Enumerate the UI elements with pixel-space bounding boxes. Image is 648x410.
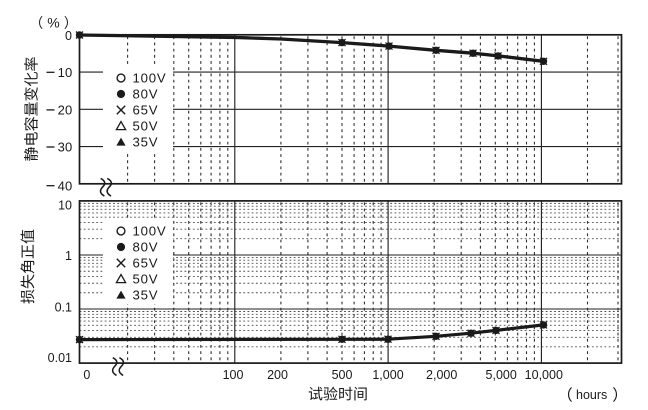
svg-text:100V: 100V [133, 224, 167, 239]
svg-text:5,000: 5,000 [486, 368, 517, 382]
svg-text:10,000: 10,000 [525, 368, 563, 382]
svg-text:20: 20 [58, 103, 73, 118]
svg-text:30: 30 [58, 140, 73, 155]
svg-text:500: 500 [332, 368, 353, 382]
svg-text:100V: 100V [133, 71, 167, 86]
svg-text:65V: 65V [133, 103, 159, 118]
svg-text:1,000: 1,000 [372, 368, 403, 382]
svg-text:10: 10 [58, 65, 73, 80]
svg-text:100: 100 [223, 368, 244, 382]
svg-text:50V: 50V [133, 119, 159, 134]
svg-text:0: 0 [83, 368, 90, 382]
svg-text:65V: 65V [133, 256, 159, 271]
svg-text:35V: 35V [133, 288, 159, 303]
svg-text:35V: 35V [133, 135, 159, 150]
svg-text:80V: 80V [133, 87, 159, 102]
svg-text:0.01: 0.01 [48, 351, 72, 365]
svg-text:2,000: 2,000 [426, 368, 457, 382]
svg-text:hours: hours [576, 388, 607, 402]
svg-text:0: 0 [65, 29, 72, 43]
svg-text:1: 1 [65, 249, 72, 263]
svg-text:50V: 50V [133, 272, 159, 287]
svg-text:200: 200 [267, 368, 288, 382]
svg-text:10: 10 [58, 198, 72, 212]
svg-text:%: % [47, 14, 59, 30]
svg-text:0.1: 0.1 [55, 301, 72, 315]
svg-text:40: 40 [58, 178, 73, 193]
svg-text:80V: 80V [133, 240, 159, 255]
